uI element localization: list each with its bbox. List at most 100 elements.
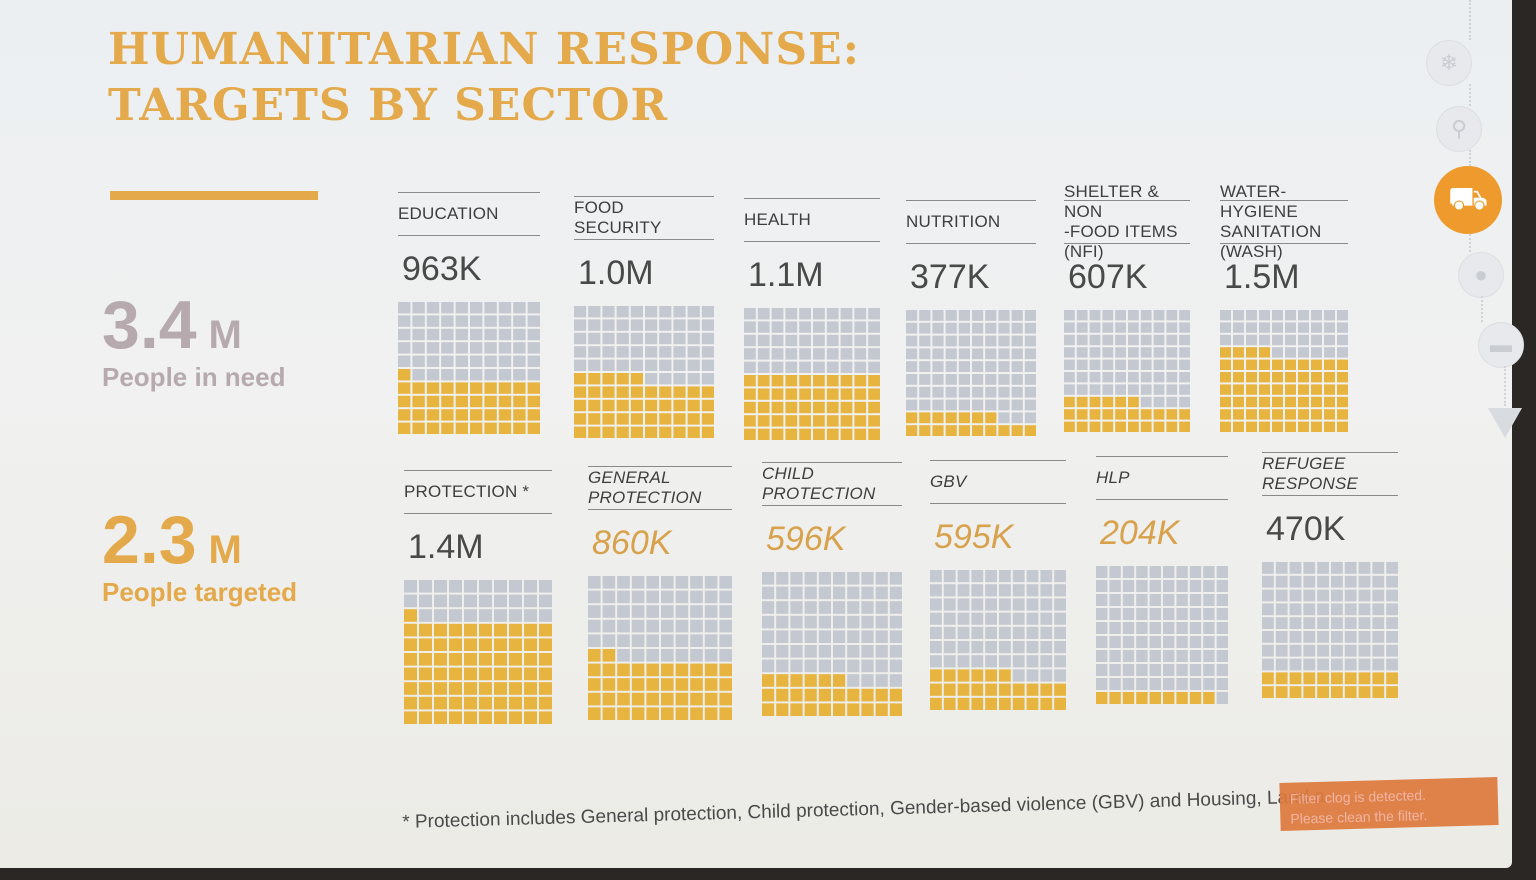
waffle-square-filled	[985, 697, 997, 710]
waffle-square-empty	[412, 328, 425, 341]
waffle-square-filled	[785, 388, 798, 400]
waffle-square-empty	[1040, 570, 1053, 583]
waffle-square-filled	[455, 395, 468, 408]
waffle-square-filled	[675, 678, 689, 691]
waffle-square-filled	[840, 375, 853, 387]
waffle-square-filled	[719, 678, 732, 691]
waffle-square-empty	[1220, 334, 1231, 346]
sector-top-rule	[1220, 200, 1348, 201]
waffle-square-empty	[1012, 612, 1025, 625]
waffle-square-empty	[434, 580, 447, 593]
waffle-square-filled	[889, 703, 902, 716]
waffle-square-empty	[498, 355, 512, 367]
sector-label: HEALTH	[744, 199, 880, 241]
waffle-square-empty	[762, 630, 775, 643]
search-icon[interactable]: ⚲	[1436, 106, 1482, 152]
waffle-square-empty	[1372, 575, 1385, 588]
waffle-square-empty	[419, 594, 432, 608]
waffle-grid	[404, 580, 552, 724]
waffle-square-filled	[404, 711, 417, 724]
waffle-square-filled	[527, 395, 540, 408]
waffle-square-empty	[1109, 594, 1121, 606]
waffle-square-empty	[919, 322, 931, 334]
waffle-square-empty	[441, 315, 454, 327]
waffle-square-filled	[1176, 692, 1188, 704]
waffle-square-empty	[1122, 650, 1135, 662]
sector-bottom-rule	[930, 503, 1066, 504]
waffle-square-empty	[527, 302, 540, 314]
waffle-square-filled	[1246, 347, 1257, 358]
waffle-square-empty	[1203, 594, 1215, 606]
waffle-square-empty	[861, 572, 874, 585]
waffle-square-filled	[1324, 372, 1335, 383]
waffle-square-empty	[659, 306, 672, 318]
waffle-square-filled	[701, 413, 714, 425]
waffle-square-empty	[813, 321, 825, 333]
waffle-square-empty	[704, 605, 718, 618]
waffle-square-empty	[1275, 617, 1288, 629]
waffle-square-filled	[813, 428, 825, 440]
waffle-square-empty	[398, 342, 411, 354]
waffle-square-filled	[1303, 672, 1316, 685]
waffle-square-empty	[957, 626, 970, 639]
waffle-square-empty	[1096, 580, 1108, 592]
waffle-square-filled	[1220, 347, 1231, 358]
waffle-square-filled	[1102, 396, 1114, 408]
waffle-square-empty	[687, 306, 700, 318]
filter-notice: Filter clog is detected. Please clean th…	[1279, 776, 1499, 832]
waffle-square-empty	[1166, 396, 1178, 408]
waffle-square-filled	[813, 415, 825, 427]
waffle-square-empty	[840, 361, 853, 373]
snowflake-icon[interactable]: ❄	[1426, 40, 1472, 86]
waffle-square-empty	[1386, 631, 1398, 643]
waffle-square-empty	[470, 369, 483, 381]
waffle-square-empty	[1275, 644, 1288, 657]
waffle-square-empty	[602, 306, 615, 318]
waffle-square-empty	[1102, 310, 1114, 321]
waffle-square-empty	[1372, 603, 1385, 616]
waffle-square-filled	[1012, 697, 1025, 710]
waffle-square-filled	[509, 696, 522, 710]
truck-icon[interactable]: ⛟	[1434, 166, 1502, 234]
waffle-square-empty	[932, 310, 944, 321]
waffle-square-filled	[470, 422, 483, 434]
waffle-square-empty	[1122, 636, 1135, 648]
waffle-square-empty	[1102, 334, 1114, 346]
waffle-square-empty	[539, 594, 552, 608]
waffle-square-filled	[484, 395, 497, 408]
waffle-square-empty	[1166, 322, 1178, 333]
waffle-square-empty	[602, 605, 616, 618]
waffle-square-empty	[1140, 310, 1152, 321]
waffle-square-empty	[757, 334, 770, 347]
sector-top-rule	[588, 466, 732, 467]
waffle-square-empty	[861, 615, 874, 629]
waffle-square-empty	[1026, 584, 1039, 597]
waffle-square-empty	[1109, 650, 1121, 662]
waffle-square-filled	[1233, 384, 1244, 395]
waffle-square-filled	[513, 382, 526, 394]
waffle-square-filled	[1358, 672, 1371, 685]
waffle-square-empty	[1136, 678, 1148, 690]
sector-bottom-rule	[588, 509, 732, 510]
waffle-square-filled	[398, 369, 411, 381]
waffle-square-empty	[1163, 594, 1175, 606]
waffle-square-filled	[398, 409, 411, 421]
waffle-square-filled	[840, 428, 853, 440]
waffle-square-empty	[776, 630, 789, 643]
waffle-grid	[1220, 310, 1348, 432]
waffle-square-empty	[1149, 608, 1161, 620]
money-bag-icon[interactable]: ●	[1458, 252, 1504, 298]
waffle-square-empty	[690, 576, 703, 589]
sector-label: CHILD PROTECTION	[762, 463, 902, 505]
waffle-square-empty	[1122, 594, 1135, 606]
waffle-square-filled	[527, 382, 540, 394]
waffle-square-empty	[854, 321, 867, 333]
waffle-square-filled	[404, 682, 417, 695]
waffle-square-empty	[1136, 650, 1148, 662]
waffle-square-filled	[1233, 409, 1244, 420]
vehicle-icon[interactable]: ▬	[1478, 322, 1524, 368]
waffle-square-filled	[464, 653, 477, 666]
waffle-square-filled	[1311, 359, 1322, 370]
waffle-square-empty	[441, 355, 454, 367]
waffle-square-empty	[861, 586, 874, 600]
